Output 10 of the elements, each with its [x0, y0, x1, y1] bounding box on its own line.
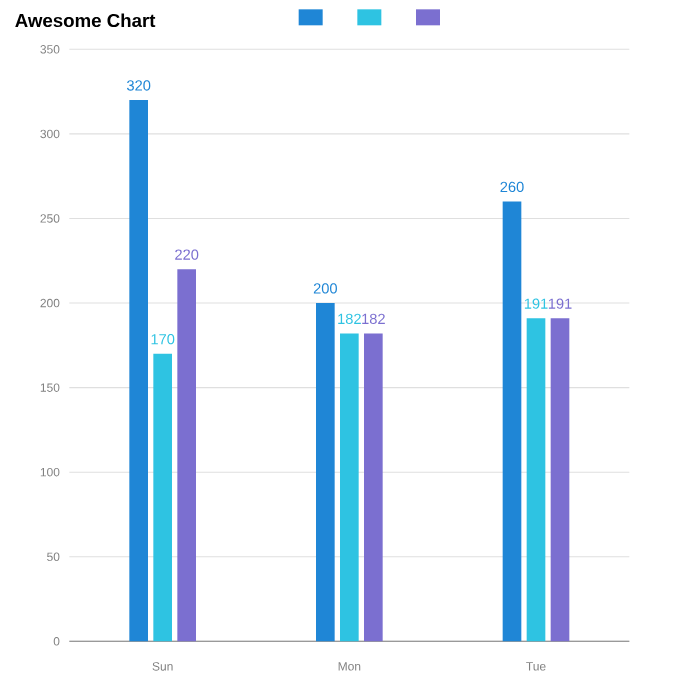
- chart-title: Awesome Chart: [15, 13, 156, 28]
- bar: [340, 333, 359, 642]
- bar: [526, 318, 546, 642]
- bar: [129, 100, 148, 642]
- bar: [502, 201, 522, 642]
- bar: [364, 333, 383, 642]
- bar: [177, 269, 196, 642]
- bar: [316, 303, 335, 642]
- bar: [153, 353, 172, 642]
- bar: [550, 318, 570, 642]
